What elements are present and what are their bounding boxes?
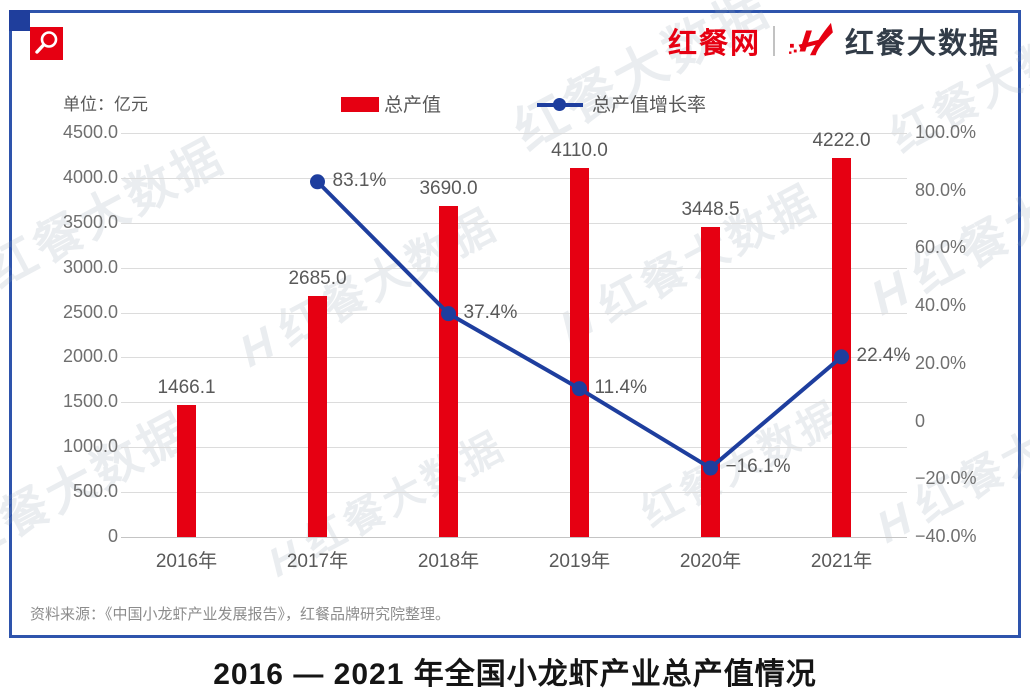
growth-rate-point (441, 306, 456, 322)
x-axis-category-label: 2020年 (679, 551, 742, 572)
left-axis-tick: 2000.0 (62, 346, 118, 367)
left-axis-tick: 4500.0 (62, 122, 118, 142)
right-axis-tick: −20.0% (915, 468, 977, 489)
x-axis-category-label: 2016年 (155, 551, 218, 572)
right-axis-tick: 40.0% (915, 295, 967, 316)
left-axis-tick: 3500.0 (62, 211, 118, 232)
gridline (121, 537, 907, 538)
chart-frame-border (9, 10, 1021, 638)
right-axis-tick: 20.0% (915, 352, 967, 373)
corner-accent-square (9, 10, 30, 31)
gridline (121, 312, 907, 314)
plot-area: 1466.1 2016年 2685.0 2017年 3690.0 2018年 4110.0 2… (121, 129, 910, 572)
left-axis-tick: 0 (107, 526, 118, 546)
gridline (121, 133, 907, 134)
growth-rate-value-label: 22.4% (856, 344, 911, 366)
right-axis-tick: 0 (915, 410, 926, 431)
gridline (121, 447, 907, 449)
legend-bar-swatch (341, 97, 379, 112)
growth-rate-point (310, 174, 325, 190)
growth-rate-point (572, 381, 587, 397)
legend-line-dot (553, 98, 566, 111)
left-axis-tick: 1000.0 (62, 436, 118, 457)
legend: 总产值 总产值增长率 (0, 88, 1030, 120)
chart-title: 2016 — 2021 年全国小龙虾产业总产值情况 (213, 658, 817, 691)
bar-total-output (701, 227, 720, 537)
legend-line-label: 总产值增长率 (592, 95, 707, 116)
right-axis-tick: 100.0% (915, 122, 977, 142)
left-axis-tick: 1500.0 (62, 391, 118, 412)
logo-divider (772, 26, 775, 56)
bar-total-output (177, 405, 196, 537)
x-axis-category-label: 2018年 (417, 551, 480, 572)
bar-total-output (308, 295, 327, 537)
hongcan-bigdata-logo-text: 红餐大数据 (844, 28, 1000, 60)
left-axis-tick: 2500.0 (62, 301, 118, 322)
x-axis-category-label: 2021年 (810, 551, 873, 572)
gridline (121, 222, 907, 224)
gridline (121, 267, 907, 269)
right-axis-tick: −40.0% (915, 526, 977, 546)
bar-value-label: 4110.0 (551, 140, 608, 161)
bar-value-label: 3448.5 (681, 199, 740, 221)
growth-rate-value-label: −16.1% (725, 456, 791, 478)
hongcanwang-logo-text: 红餐网 (667, 28, 761, 60)
left-axis-tick: 4000.0 (62, 166, 118, 187)
growth-rate-line (310, 174, 849, 476)
bar-value-label: 2685.0 (288, 267, 347, 289)
legend-line-swatch (537, 98, 583, 111)
x-axis-category-label: 2019年 (548, 551, 611, 572)
bar-value-label: 1466.1 (157, 377, 216, 399)
gridline (121, 402, 907, 404)
unit-label: 单位：亿元 (63, 95, 148, 114)
right-axis-tick: 60.0% (915, 237, 967, 258)
magnifier-glass-icon (35, 31, 58, 54)
gridline (121, 357, 907, 359)
gridline (121, 492, 907, 494)
bar-value-label: 4222.0 (812, 129, 871, 151)
growth-rate-point (703, 460, 718, 476)
left-axis-tick: 3000.0 (62, 256, 118, 277)
bar-total-output (832, 157, 851, 537)
left-axis-tick: 500.0 (72, 481, 118, 502)
magnifier-icon (30, 27, 63, 60)
growth-rate-value-label: 11.4% (594, 376, 647, 398)
bar-value-label: 3690.0 (419, 177, 478, 199)
hongcan-bigdata-h-logo-icon (789, 22, 833, 56)
right-axis-tick: 80.0% (915, 179, 967, 200)
bar-total-output (570, 168, 589, 537)
growth-rate-value-label: 83.1% (332, 169, 387, 191)
growth-rate-point (834, 349, 849, 365)
header-logo-row: 红餐网 红餐大数据 (668, 20, 1000, 62)
source-note: 资料来源：《中国小龙虾产业发展报告》，红餐品牌研究院整理。 (30, 606, 451, 623)
growth-rate-value-label: 37.4% (463, 301, 518, 323)
gridline (121, 177, 907, 179)
bar-total-output (439, 205, 458, 537)
x-axis-category-label: 2017年 (286, 551, 349, 572)
legend-bar-label: 总产值 (384, 95, 442, 116)
